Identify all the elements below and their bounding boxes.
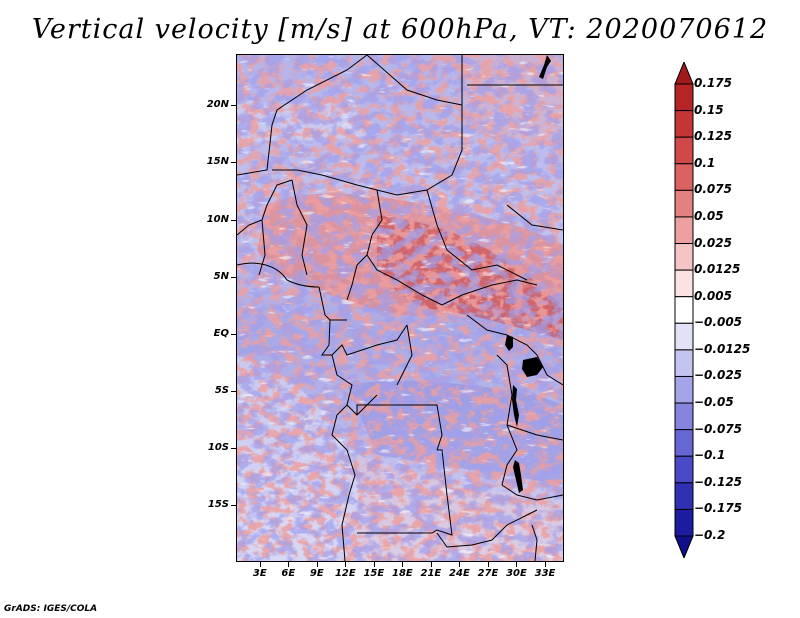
longitude-tick	[459, 562, 461, 567]
latitude-label: 15S	[207, 498, 229, 510]
longitude-tick	[487, 562, 489, 567]
latitude-label: 5S	[214, 384, 229, 396]
near-zero-streaks	[237, 55, 563, 561]
colorbar-bin	[674, 296, 694, 324]
latitude-label: 15N	[206, 156, 229, 168]
colorbar-label: −0.175	[694, 501, 743, 516]
longitude-tick	[288, 562, 290, 567]
longitude-tick	[259, 562, 261, 567]
colorbar-label: −0.075	[694, 421, 743, 436]
latitude-label: 10N	[206, 213, 229, 225]
latitude-tick	[231, 504, 236, 506]
colorbar-bottom-arrow	[674, 535, 694, 558]
longitude-tick	[345, 562, 347, 567]
colorbar-bin	[674, 243, 694, 271]
longitude-tick	[373, 562, 375, 567]
chart-title: Vertical velocity [m/s] at 600hPa, VT: 2…	[31, 14, 769, 45]
colorbar-label: −0.2	[694, 528, 726, 542]
velocity-field-map	[237, 55, 563, 561]
colorbar-label: 0.1	[694, 155, 716, 170]
latitude-label: 5N	[213, 270, 229, 282]
colorbar-bin	[674, 269, 694, 298]
longitude-tick	[402, 562, 404, 567]
longitude-tick	[430, 562, 432, 567]
colorbar-label: −0.025	[694, 368, 743, 383]
colorbar-bin	[674, 349, 694, 377]
longitude-label: 30E	[506, 568, 527, 579]
latitude-label: 20N	[206, 99, 229, 111]
colorbar-bin	[674, 136, 694, 165]
colorbar-label: 0.125	[694, 129, 732, 144]
colorbar-bin	[674, 402, 694, 431]
colorbar-bin	[674, 508, 694, 537]
longitude-tick	[516, 562, 518, 567]
lakes	[505, 55, 551, 493]
longitude-label: 18E	[392, 568, 413, 579]
colorbar-top-arrow	[674, 62, 694, 85]
colorbar-label: 0.005	[694, 288, 732, 303]
colorbar-bin	[674, 455, 694, 484]
latitude-tick	[231, 219, 236, 221]
latitude-tick	[231, 276, 236, 278]
colorbar-label: −0.005	[694, 315, 743, 330]
colorbar-label: 0.075	[694, 182, 732, 197]
colorbar-label: −0.125	[694, 474, 743, 489]
longitude-label: 6E	[281, 568, 296, 579]
colorbar-bin	[674, 322, 694, 351]
latitude-tick	[231, 105, 236, 107]
longitude-label: 12E	[334, 568, 356, 579]
longitude-label: 24E	[449, 568, 470, 579]
map-plot-area	[236, 54, 564, 562]
colorbar-bin	[674, 375, 694, 404]
colorbar-bin	[674, 482, 694, 510]
longitude-tick	[316, 562, 318, 567]
longitude-tick	[544, 562, 546, 567]
colorbar-bin	[674, 163, 694, 191]
grads-credit: GrADS: IGES/COLA	[4, 604, 98, 614]
latitude-tick	[231, 390, 236, 392]
colorbar-bin	[674, 110, 694, 138]
colorbar-bin	[674, 216, 694, 245]
longitude-label: 15E	[363, 568, 385, 579]
latitude-tick	[231, 447, 236, 449]
colorbar-label: 0.0125	[694, 262, 741, 277]
colorbar-label: 0.025	[694, 235, 732, 250]
latitude-tick	[231, 162, 236, 164]
colorbar-bin	[674, 189, 694, 218]
country-borders	[237, 55, 563, 561]
latitude-tick	[231, 333, 236, 335]
colorbar-label: 0.15	[694, 102, 724, 117]
longitude-label: 27E	[477, 568, 499, 579]
colorbar-label: 0.175	[694, 76, 732, 90]
latitude-label: 10S	[207, 441, 229, 453]
latitude-label: EQ	[213, 327, 229, 339]
longitude-label: 21E	[420, 568, 442, 579]
colorbar-bin	[674, 429, 694, 457]
longitude-label: 3E	[252, 568, 267, 579]
colorbar-label: −0.0125	[694, 341, 751, 356]
colorbar	[674, 62, 694, 558]
colorbar-label: 0.05	[694, 208, 724, 223]
colorbar-label: −0.1	[694, 448, 726, 463]
colorbar-label: −0.05	[694, 395, 734, 410]
longitude-label: 9E	[309, 568, 324, 579]
longitude-label: 33E	[534, 568, 556, 579]
colorbar-bin	[674, 83, 694, 112]
